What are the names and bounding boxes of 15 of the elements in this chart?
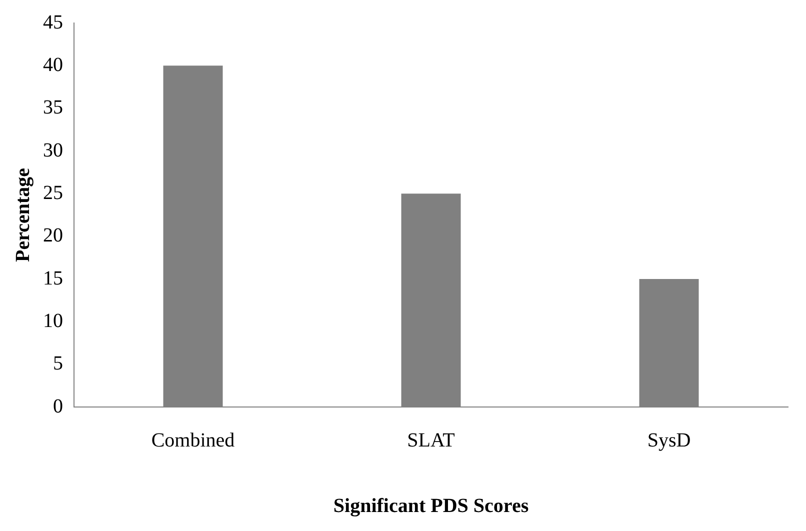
y-tick-label: 45 <box>43 11 63 34</box>
y-tick-label: 20 <box>43 224 63 247</box>
x-tick-label: SysD <box>647 429 691 452</box>
y-tick-label: 10 <box>43 310 63 332</box>
x-tick-label: SLAT <box>407 429 455 452</box>
x-tick-label: Combined <box>151 429 235 452</box>
x-axis-title: Significant PDS Scores <box>333 495 529 518</box>
y-axis-title: Percentage <box>12 168 34 262</box>
y-tick-label: 25 <box>43 182 63 204</box>
y-tick-label: 35 <box>43 96 63 119</box>
y-tick-label: 15 <box>43 267 63 290</box>
y-tick-label: 0 <box>53 395 63 418</box>
y-tick-label: 40 <box>43 54 63 76</box>
y-tick-label: 5 <box>53 352 63 375</box>
y-tick-label: 30 <box>43 139 63 162</box>
